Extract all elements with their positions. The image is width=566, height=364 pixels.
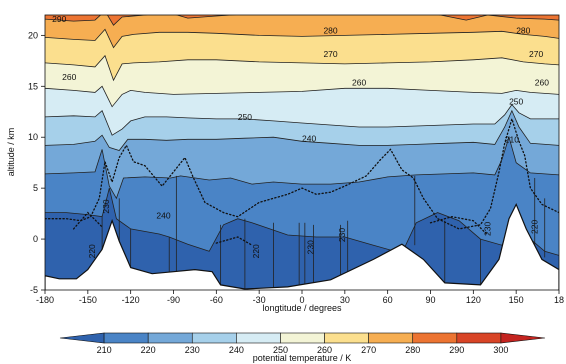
y-tick-label-5: 5 xyxy=(33,183,38,193)
x-tick-label-30: 30 xyxy=(340,295,350,305)
x-tick-label-60: 60 xyxy=(383,295,393,305)
colorbar-box-4 xyxy=(236,332,281,344)
orography-surface xyxy=(45,202,559,290)
contour-label-5: 270 xyxy=(529,49,543,59)
x-tick-label--60: -60 xyxy=(210,295,223,305)
colorbar-tick-label-260: 260 xyxy=(317,345,332,355)
dotted-line-4 xyxy=(215,236,253,246)
x-axis-label: longtitude / degrees xyxy=(262,303,342,313)
y-tick-label--5: -5 xyxy=(30,285,38,295)
x-tick-label--180: -180 xyxy=(36,295,54,305)
x-tick-label-90: 90 xyxy=(425,295,435,305)
contour-line-6 xyxy=(45,54,559,82)
colorbar-box-9 xyxy=(456,332,502,344)
contour-label-11: 240 xyxy=(302,133,316,143)
dotted-line-1 xyxy=(45,116,559,230)
contour-label-15: 230 xyxy=(305,240,315,254)
contour-label-16: 230 xyxy=(482,222,492,236)
contour-label-10: 250 xyxy=(509,97,523,107)
contour-label-1: 290 xyxy=(52,14,66,24)
x-axis: -180 -150 -120 -90 -60 -30 0 30 60 90 120 150 18 xyxy=(36,290,564,305)
colorbar-arrow-high xyxy=(500,332,546,344)
colorbar-tick-label-300: 300 xyxy=(493,345,508,355)
x-tick-label--150: -150 xyxy=(79,295,97,305)
x-tick-label-180: 18 xyxy=(554,295,564,305)
dotted-trajectory-lines xyxy=(45,116,559,246)
contour-line-2 xyxy=(45,135,559,200)
contour-labels: 290 280 280 270 270 260 260 260 250 250 240 240 230 2… xyxy=(52,14,549,258)
contour-label-4: 270 xyxy=(323,49,337,59)
colorbar-arrow-low xyxy=(59,332,105,344)
x-tick-label--90: -90 xyxy=(167,295,180,305)
x-tick-label--30: -30 xyxy=(253,295,266,305)
y-axis: -5 0 5 10 15 20 xyxy=(28,30,45,295)
fill-band-9 xyxy=(45,9,559,10)
contour-lines xyxy=(45,15,559,290)
colorbar-label: potential temperature / K xyxy=(253,353,352,363)
contour-label-9: 250 xyxy=(238,112,252,122)
colorbar-box-7 xyxy=(368,332,414,344)
contour-line-7 xyxy=(45,28,559,49)
colorbar-tick-label-280: 280 xyxy=(405,345,420,355)
contour-label-13: 230 xyxy=(101,199,111,213)
x-tick-label--120: -120 xyxy=(122,295,140,305)
colorbar-box-3 xyxy=(191,332,237,344)
colorbar-box-1 xyxy=(103,332,149,344)
colorbar-tick-label-230: 230 xyxy=(185,345,200,355)
colorbar-tick-label-220: 220 xyxy=(141,345,156,355)
colorbar-box-6 xyxy=(324,332,369,344)
contour-line-5 xyxy=(45,85,559,108)
contour-line-3 xyxy=(45,109,559,151)
contour-label-8: 260 xyxy=(535,77,549,87)
contour-line-4 xyxy=(45,103,559,136)
contour-label-6: 260 xyxy=(62,72,76,82)
colorbar-box-5 xyxy=(280,332,325,344)
fill-band-10 xyxy=(45,5,559,10)
y-tick-label-0: 0 xyxy=(33,234,38,244)
contour-label-7: 260 xyxy=(352,77,366,87)
colorbar-box-8 xyxy=(412,332,458,344)
contour-label-2: 280 xyxy=(323,25,337,35)
colorbar-box-2 xyxy=(147,332,193,344)
colorbar-tick-label-270: 270 xyxy=(361,345,376,355)
x-tick-label-120: 120 xyxy=(466,295,481,305)
colorbar-tick-label-250: 250 xyxy=(273,345,288,355)
contour-line-1 xyxy=(45,188,559,256)
contour-line-8 xyxy=(45,15,559,26)
contour-label-19: 220 xyxy=(530,219,540,233)
y-tick-label-15: 15 xyxy=(28,81,38,91)
colorbar-tick-label-240: 240 xyxy=(229,345,244,355)
contour-label-12: 240 xyxy=(156,211,170,221)
colorbar: 210 220 230 240 250 260 270 280 290 300 xyxy=(59,332,546,355)
fill-band-7 xyxy=(45,15,559,48)
contour-label-3: 280 xyxy=(516,25,530,35)
contour-label-17: 220 xyxy=(87,244,97,258)
contour-label-18: 220 xyxy=(251,244,261,258)
y-tick-label-10: 10 xyxy=(28,132,38,142)
contour-label-20: 210 xyxy=(505,134,519,144)
dotted-line-3 xyxy=(72,211,103,230)
x-tick-label-150: 150 xyxy=(509,295,524,305)
colorbar-tick-label-290: 290 xyxy=(449,345,464,355)
y-axis-label: altitude / km xyxy=(6,128,16,177)
fill-band-8 xyxy=(45,15,559,26)
dotted-line-2 xyxy=(429,216,489,236)
y-tick-label-20: 20 xyxy=(28,30,38,40)
x-tick-label-0: 0 xyxy=(299,295,304,305)
colorbar-tick-label-210: 210 xyxy=(97,345,112,355)
contour-label-14: 230 xyxy=(337,228,347,242)
